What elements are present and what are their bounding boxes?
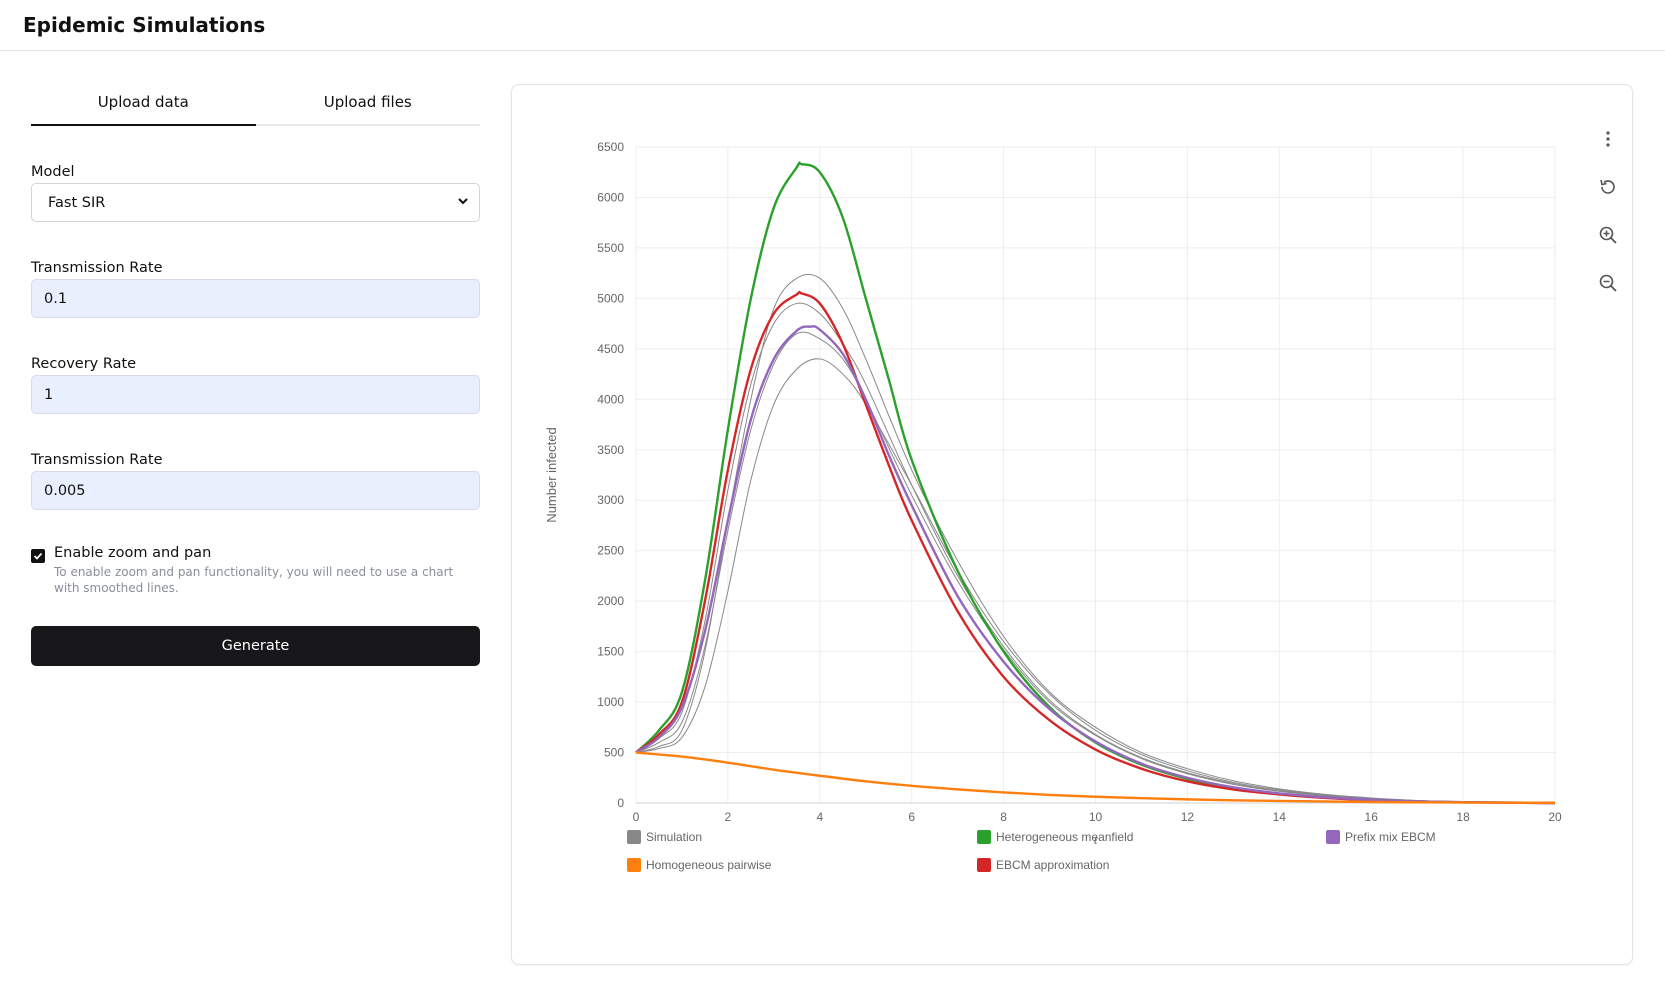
zoom-help-text: To enable zoom and pan functionality, yo… [54,565,454,595]
zoom-checkbox[interactable] [31,549,45,563]
model-select-value: Fast SIR [48,194,106,211]
zoom-option: Enable zoom and pan To enable zoom and p… [31,545,480,596]
model-field: Model Fast SIR [31,164,480,222]
app-header: Epidemic Simulations [0,0,1665,51]
series-simulation [635,331,1556,804]
transmission-rate-2-input[interactable] [31,471,480,510]
model-select[interactable]: Fast SIR [31,183,480,222]
legend-swatch [627,830,641,844]
recovery-rate-field: Recovery Rate [31,356,480,414]
y-axis-label: Number infected [544,427,559,522]
chevron-down-icon [457,195,469,211]
x-tick-label: 4 [816,810,823,824]
transmission-rate-input[interactable] [31,279,480,318]
legend-label: EBCM approximation [996,858,1109,872]
y-tick-label: 4500 [597,342,624,356]
y-tick-label: 6000 [597,190,624,204]
transmission-rate-2-label: Transmission Rate [31,452,163,468]
legend-swatch [977,830,991,844]
legend-label: Heterogeneous meanfield [996,830,1133,844]
tab-bar: Upload data Upload files [31,80,480,126]
y-tick-label: 6500 [597,140,624,154]
series-simulation [635,302,1556,804]
y-tick-label: 3500 [597,443,624,457]
y-tick-label: 3000 [597,493,624,507]
y-tick-label: 5000 [597,291,624,305]
x-tick-label: 0 [633,810,640,824]
x-tick-label: 20 [1548,810,1562,824]
x-tick-label: 16 [1365,810,1379,824]
tab-upload-files[interactable]: Upload files [323,93,412,111]
y-tick-label: 5500 [597,241,624,255]
recovery-rate-input[interactable] [31,375,480,414]
y-tick-label: 1500 [597,645,624,659]
recovery-rate-label: Recovery Rate [31,356,137,372]
x-tick-label: 14 [1273,810,1287,824]
legend-swatch [1326,830,1340,844]
chart-card: 0 500 1000 1500 2000 2500 3000 3500 4000 4500 5000… [511,84,1633,965]
transmission-rate-2-field: Transmission Rate [31,452,480,510]
generate-button[interactable]: Generate [31,626,480,666]
y-tick-label: 1000 [597,695,624,709]
series-homogeneous-pairwise [635,751,1556,804]
x-tick-label: 6 [908,810,915,824]
epidemic-chart[interactable]: 0 500 1000 1500 2000 2500 3000 3500 4000 4500 5000… [512,85,1634,966]
zoom-in-icon[interactable] [1594,221,1622,249]
zoom-out-icon[interactable] [1594,269,1622,297]
legend-label: Homogeneous pairwise [646,858,772,872]
x-tick-label: 8 [1000,810,1007,824]
tab-upload-data[interactable]: Upload data [31,80,256,126]
model-label: Model [31,164,75,180]
zoom-checkbox-label[interactable]: Enable zoom and pan [54,545,212,561]
y-tick-label: 4000 [597,392,624,406]
legend-label: Simulation [646,830,702,844]
reset-icon[interactable] [1594,173,1622,201]
transmission-rate-label: Transmission Rate [31,260,163,276]
legend-swatch [977,858,991,872]
x-tick-label: 18 [1456,810,1470,824]
y-tick-label: 2000 [597,594,624,608]
app-title: Epidemic Simulations [23,13,266,37]
y-tick-label: 0 [617,796,624,810]
more-vertical-icon[interactable] [1594,125,1622,153]
chart-toolbar [1594,125,1630,317]
series-prefix-mix-ebcm [635,325,1556,805]
x-tick-label: 2 [725,810,732,824]
x-axis-label: t [1094,832,1098,847]
x-tick-label: 12 [1181,810,1195,824]
y-tick-label: 2500 [597,544,624,558]
y-tick-label: 500 [604,746,624,760]
legend-swatch [627,858,641,872]
sidebar: Upload data Upload files Model Fast SIR … [31,80,480,666]
transmission-rate-field: Transmission Rate [31,260,480,318]
legend-label: Prefix mix EBCM [1345,830,1436,844]
x-tick-label: 10 [1089,810,1103,824]
